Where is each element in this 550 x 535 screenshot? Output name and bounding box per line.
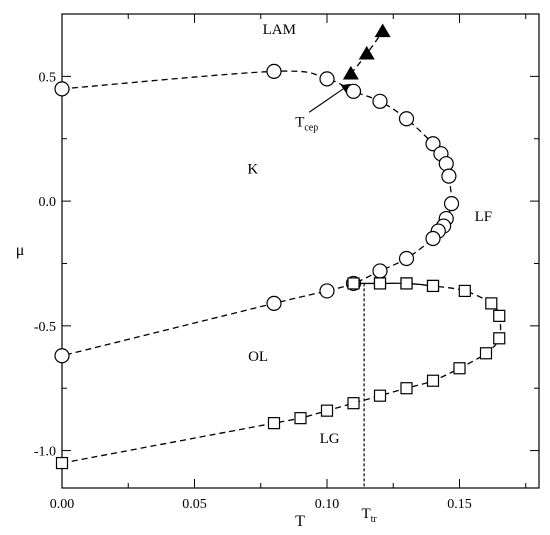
- circle-marker: [319, 283, 335, 299]
- square-marker: [400, 382, 413, 395]
- axis-ticks: 0.00 0.05 0.10 0.15 -1.0 -0.5 0.0 0.5: [34, 13, 539, 512]
- region-label: OL: [248, 349, 268, 365]
- region-label: LAM: [263, 22, 296, 38]
- x-tick-label: 0.10: [315, 497, 340, 512]
- square-marker: [458, 284, 471, 298]
- circle-marker: [441, 168, 457, 184]
- square-marker: [493, 309, 506, 322]
- circle-marker: [372, 93, 388, 109]
- region-labels-layer: LAM K LF OL LG: [247, 22, 492, 447]
- square-marker: [373, 389, 387, 402]
- circle-marker: [425, 230, 441, 247]
- series-layer: [54, 23, 506, 470]
- square-marker: [267, 417, 281, 430]
- annotations-layer: Tcep Ttr: [295, 83, 377, 525]
- region-label: LG: [320, 431, 340, 447]
- annotation-label: Tcep: [295, 114, 318, 133]
- circle-marker: [319, 71, 335, 87]
- square-marker: [347, 277, 360, 290]
- series-line-circle: [61, 70, 453, 357]
- square-marker: [453, 362, 466, 375]
- y-tick-label: 0.5: [39, 70, 57, 85]
- y-tick-label: -1.0: [34, 445, 56, 460]
- x-tick-label: 0.00: [50, 497, 75, 512]
- triangle-marker: [374, 23, 391, 38]
- circle-marker: [438, 156, 454, 172]
- series-line-square: [61, 282, 502, 464]
- region-label: K: [247, 162, 258, 178]
- square-marker: [373, 277, 387, 290]
- circle-marker: [54, 348, 70, 364]
- square-marker: [294, 412, 307, 425]
- circle-marker: [443, 196, 460, 212]
- x-tick-label: 0.05: [182, 497, 207, 512]
- circle-marker: [266, 295, 282, 311]
- square-marker: [485, 297, 498, 310]
- plot-frame: [61, 13, 540, 489]
- y-tick-label: 0.0: [39, 195, 57, 210]
- triangle-marker: [358, 45, 375, 60]
- x-axis-title: T: [295, 513, 305, 530]
- x-tick-label: 0.15: [447, 497, 472, 512]
- y-tick-label: -0.5: [34, 320, 56, 335]
- region-label: LF: [475, 209, 493, 225]
- square-marker: [426, 279, 440, 293]
- circle-marker: [372, 263, 388, 279]
- square-marker: [347, 397, 360, 410]
- annotation-label: Ttr: [361, 506, 377, 525]
- square-marker: [400, 277, 413, 290]
- circle-marker: [398, 250, 415, 267]
- circle-marker: [345, 83, 362, 99]
- y-axis-title: μ: [16, 242, 25, 259]
- circle-marker: [425, 136, 441, 152]
- triangle-marker: [342, 65, 359, 80]
- circle-marker: [54, 81, 70, 97]
- annotation-arrow: [308, 83, 351, 113]
- circle-marker: [266, 63, 282, 79]
- square-marker: [493, 332, 506, 345]
- square-marker: [320, 404, 334, 417]
- circle-marker: [398, 111, 415, 127]
- square-marker: [479, 347, 493, 360]
- square-marker: [426, 374, 440, 387]
- square-marker: [55, 456, 69, 470]
